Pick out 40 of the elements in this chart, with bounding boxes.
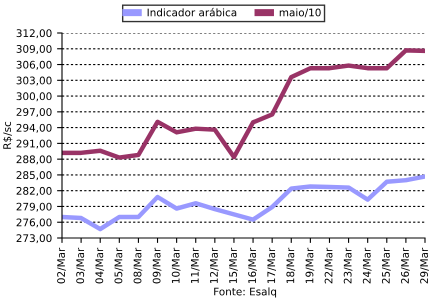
x-tick-label: 24/Mar <box>362 248 372 284</box>
x-tick-label: 16/Mar <box>248 248 257 283</box>
x-tick-label: 17/Mar <box>267 248 276 283</box>
x-tick-label: 10/Mar <box>172 248 180 283</box>
x-tick-label: 22/Mar <box>324 248 334 284</box>
x-tick-label: 18/Mar <box>286 248 296 283</box>
y-tick-label: 291,00 <box>16 140 52 149</box>
x-tick-label: 09/Mar <box>152 248 162 284</box>
x-tick-label: 15/Mar <box>229 248 238 283</box>
y-tick-label: 300,00 <box>16 92 52 102</box>
y-tick-label: 309,00 <box>16 44 52 54</box>
y-tick-label: 273,00 <box>16 234 52 244</box>
x-tick-label: 25/Mar <box>382 248 391 284</box>
x-tick-label: 29/Mar <box>420 248 429 284</box>
x-tick-label: 08/Mar <box>134 248 142 284</box>
y-tick-label: 306,00 <box>16 60 52 70</box>
x-tick-label: 19/Mar <box>306 248 314 283</box>
y-tick-label: 312,00 <box>16 29 52 38</box>
y-tick-label: 297,00 <box>16 108 52 118</box>
x-tick-label: 02/Mar <box>57 248 66 284</box>
y-tick-label: 279,00 <box>16 202 52 212</box>
y-tick-label: 285,00 <box>16 171 52 180</box>
source-note: Fonte: Esalq <box>214 287 276 298</box>
line-series <box>62 48 425 160</box>
y-tick-label: 276,00 <box>16 218 52 228</box>
y-tick-label: 294,00 <box>16 124 52 133</box>
line-series <box>62 174 425 232</box>
y-axis-title: R$/sc <box>2 122 12 149</box>
x-tick-label: 03/Mar <box>76 248 85 284</box>
y-tick-label: 303,00 <box>16 76 52 86</box>
legend-label: Indicador arábica <box>148 8 236 16</box>
x-tick-label: 12/Mar <box>210 248 219 283</box>
x-tick-label: 23/Mar <box>344 248 352 284</box>
y-tick-label: 288,00 <box>16 155 52 164</box>
x-tick-label: 04/Mar <box>95 248 104 284</box>
y-tick-label: 282,00 <box>16 186 52 196</box>
legend-label: maio/10 <box>280 8 321 18</box>
x-tick-label: 05/Mar <box>114 248 124 284</box>
x-tick-label: 26/Mar <box>401 248 410 284</box>
x-tick-label: 11/Mar <box>191 248 200 283</box>
